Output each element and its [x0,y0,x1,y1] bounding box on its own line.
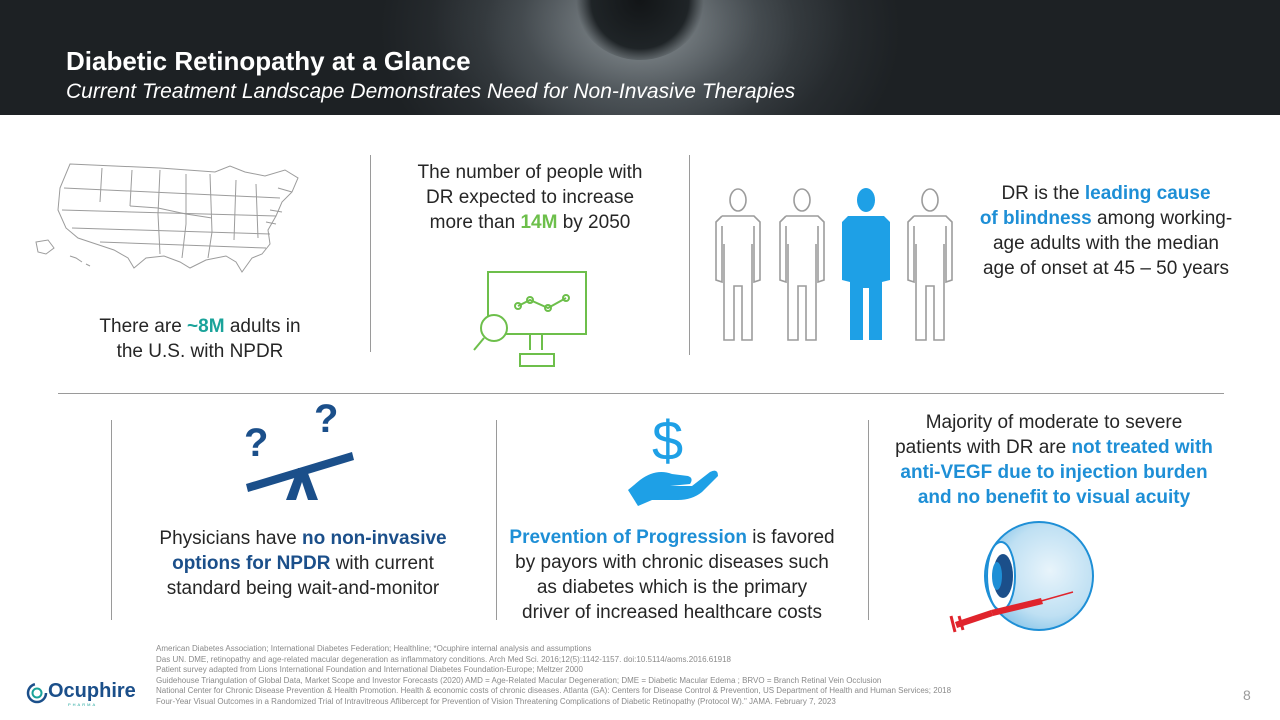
growth-highlight: 14M [520,212,558,233]
npdr-text-post: adults in [224,316,301,337]
logo-wordmark: Ocuphire [48,680,136,702]
npdr-highlight: ~8M [187,316,225,337]
physicians-text-pre: Physicians have [159,528,302,549]
growth-text-pre: more than [429,212,521,233]
growth-stat-text: The number of people with DR expected to… [390,160,670,235]
header-banner: Diabetic Retinopathy at a Glance Current… [0,0,1280,115]
prevention-text-line3: as diabetes which is the primary [536,577,808,598]
physicians-text-line3: standard being wait-and-monitor [166,578,440,599]
blindness-text-line3: age adults with the median [992,233,1220,254]
us-map-icon [35,163,299,273]
blindness-highlight-1: leading cause [1084,183,1211,204]
blindness-stat-text: DR is the leading cause of blindness amo… [956,181,1256,281]
blindness-highlight-2: of blindness [979,208,1092,229]
blindness-text-line4: age of onset at 45 – 50 years [982,258,1230,279]
blindness-text-post: among working- [1091,208,1233,229]
reference-line: National Center for Chronic Disease Prev… [156,686,952,696]
svg-text:?: ? [244,421,268,465]
page-number: 8 [1243,687,1251,703]
slide-title: Diabetic Retinopathy at a Glance [66,46,471,76]
antivegf-highlight-3: and no benefit to visual acuity [917,487,1191,508]
monitor-chart-icon [473,271,587,367]
slide-subtitle: Current Treatment Landscape Demonstrates… [66,80,796,103]
references: American Diabetes Association; Internati… [156,644,1206,708]
antivegf-text-line1: Majority of moderate to severe [925,412,1183,433]
reference-line: American Diabetes Association; Internati… [156,644,592,653]
physicians-stat-text: Physicians have no non-invasive options … [128,526,478,601]
divider-bottom-right [868,420,869,620]
physicians-highlight-2: options for NPDR [172,553,331,574]
divider-horizontal [58,393,1224,394]
ocuphire-logo-icon [26,682,48,704]
reference-line: Four-Year Visual Outcomes in a Randomize… [156,696,836,706]
divider-bottom-left [111,420,112,620]
growth-text-line1: The number of people with [417,162,643,183]
antivegf-highlight-1: not treated with [1071,437,1213,458]
antivegf-highlight-2: anti-VEGF due to injection burden [900,462,1208,483]
divider-bottom-mid [496,420,497,620]
prevention-text-line2: by payors with chronic diseases such [515,552,829,573]
svg-text:$: $ [652,409,683,472]
growth-text-post: by 2050 [557,212,631,233]
prevention-text-line4: driver of increased healthcare costs [522,602,822,623]
reference-line: Guidehouse Triangulation of Global Data,… [156,675,882,685]
growth-text-line2: DR expected to increase [425,187,635,208]
divider-top-left [370,155,371,352]
physicians-text-post: with current [330,553,434,574]
dollar-hand-icon: $ [628,409,718,506]
seesaw-question-icon: ? ? [244,397,354,500]
physicians-highlight-1: no non-invasive [301,528,447,549]
antivegf-text-pre: patients with DR are [895,437,1072,458]
antivegf-stat-text: Majority of moderate to severe patients … [870,410,1238,510]
reference-line: Das UN. DME, retinopathy and age-related… [156,654,732,664]
npdr-text-line2: the U.S. with NPDR [116,341,284,362]
npdr-text-pre: There are [99,316,188,337]
npdr-stat-text: There are ~8M adults in the U.S. with NP… [60,314,340,364]
ocuphire-logo: Ocuphire PHARMA [26,680,136,710]
eye-injection-icon [949,521,1094,633]
prevention-stat-text: Prevention of Progression is favored by … [496,525,848,625]
divider-top-right [689,155,690,355]
prevention-highlight: Prevention of Progression [509,527,747,548]
logo-tagline: PHARMA [68,702,98,707]
blindness-text-pre: DR is the [1001,183,1085,204]
svg-text:?: ? [314,397,338,441]
reference-line: Patient survey adapted from Lions Intern… [156,665,583,675]
prevention-text-post: is favored [746,527,835,548]
people-icon [715,188,953,341]
